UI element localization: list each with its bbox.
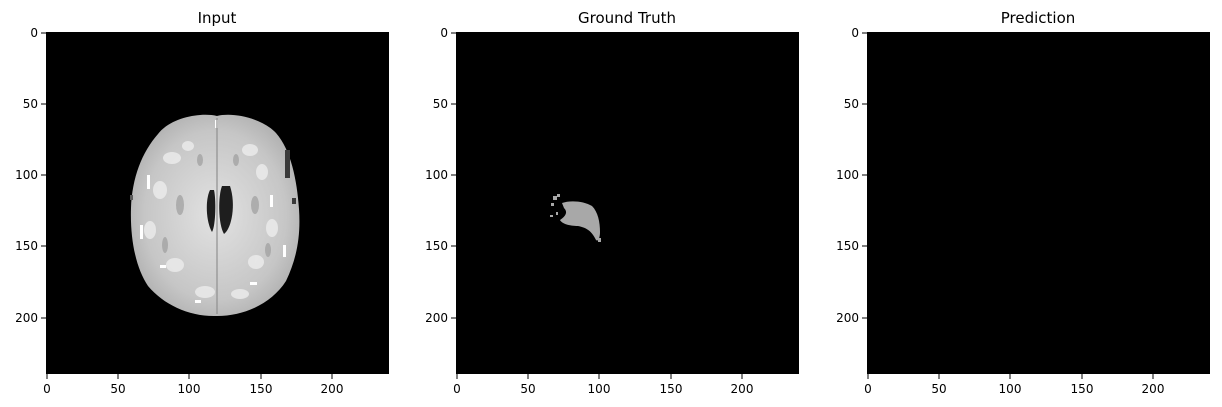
x-axis bbox=[456, 374, 743, 379]
y-tick-label: 0 bbox=[440, 26, 448, 40]
x-tick-label: 150 bbox=[250, 382, 273, 396]
x-tick-label: 200 bbox=[321, 382, 344, 396]
y-tick-label: 150 bbox=[425, 239, 448, 253]
y-tick-label: 50 bbox=[23, 97, 38, 111]
brain-mri-image bbox=[130, 114, 300, 317]
y-tick-label: 50 bbox=[844, 97, 859, 111]
x-tick-label: 150 bbox=[660, 382, 683, 396]
y-axis bbox=[451, 32, 456, 319]
lesion-mask bbox=[550, 194, 601, 242]
x-tick-label: 100 bbox=[178, 382, 201, 396]
y-tick-label: 100 bbox=[425, 168, 448, 182]
x-axis bbox=[867, 374, 1154, 379]
y-tick-label: 150 bbox=[836, 239, 859, 253]
y-tick-label: 0 bbox=[851, 26, 859, 40]
y-axis bbox=[41, 32, 46, 319]
y-tick-label: 0 bbox=[30, 26, 38, 40]
x-tick-label: 200 bbox=[731, 382, 754, 396]
x-tick-label: 50 bbox=[110, 382, 125, 396]
x-tick-label: 100 bbox=[999, 382, 1022, 396]
y-tick-label: 100 bbox=[836, 168, 859, 182]
y-tick-label: 150 bbox=[15, 239, 38, 253]
panel-title: Ground Truth bbox=[578, 9, 676, 27]
panel-title: Input bbox=[198, 9, 237, 27]
y-tick-label: 200 bbox=[15, 311, 38, 325]
panel-ground-truth: Ground Truth 0 50 100 150 200 bbox=[425, 9, 799, 396]
x-tick-label: 0 bbox=[43, 382, 51, 396]
panel-input: Input bbox=[15, 9, 389, 396]
x-tick-label: 200 bbox=[1142, 382, 1165, 396]
x-tick-label: 50 bbox=[520, 382, 535, 396]
panel-title: Prediction bbox=[1001, 9, 1076, 27]
x-axis bbox=[46, 374, 333, 379]
y-axis bbox=[862, 32, 867, 319]
panel-prediction: Prediction 0 50 100 150 200 0 50 100 bbox=[836, 9, 1210, 396]
y-tick-label: 100 bbox=[15, 168, 38, 182]
image-frame bbox=[867, 32, 1210, 374]
y-tick-label: 50 bbox=[433, 97, 448, 111]
y-tick-label: 200 bbox=[836, 311, 859, 325]
image-frame bbox=[456, 32, 799, 374]
x-tick-label: 150 bbox=[1071, 382, 1094, 396]
x-tick-label: 0 bbox=[864, 382, 872, 396]
x-tick-label: 50 bbox=[931, 382, 946, 396]
x-tick-label: 0 bbox=[453, 382, 461, 396]
y-tick-label: 200 bbox=[425, 311, 448, 325]
x-tick-label: 100 bbox=[588, 382, 611, 396]
